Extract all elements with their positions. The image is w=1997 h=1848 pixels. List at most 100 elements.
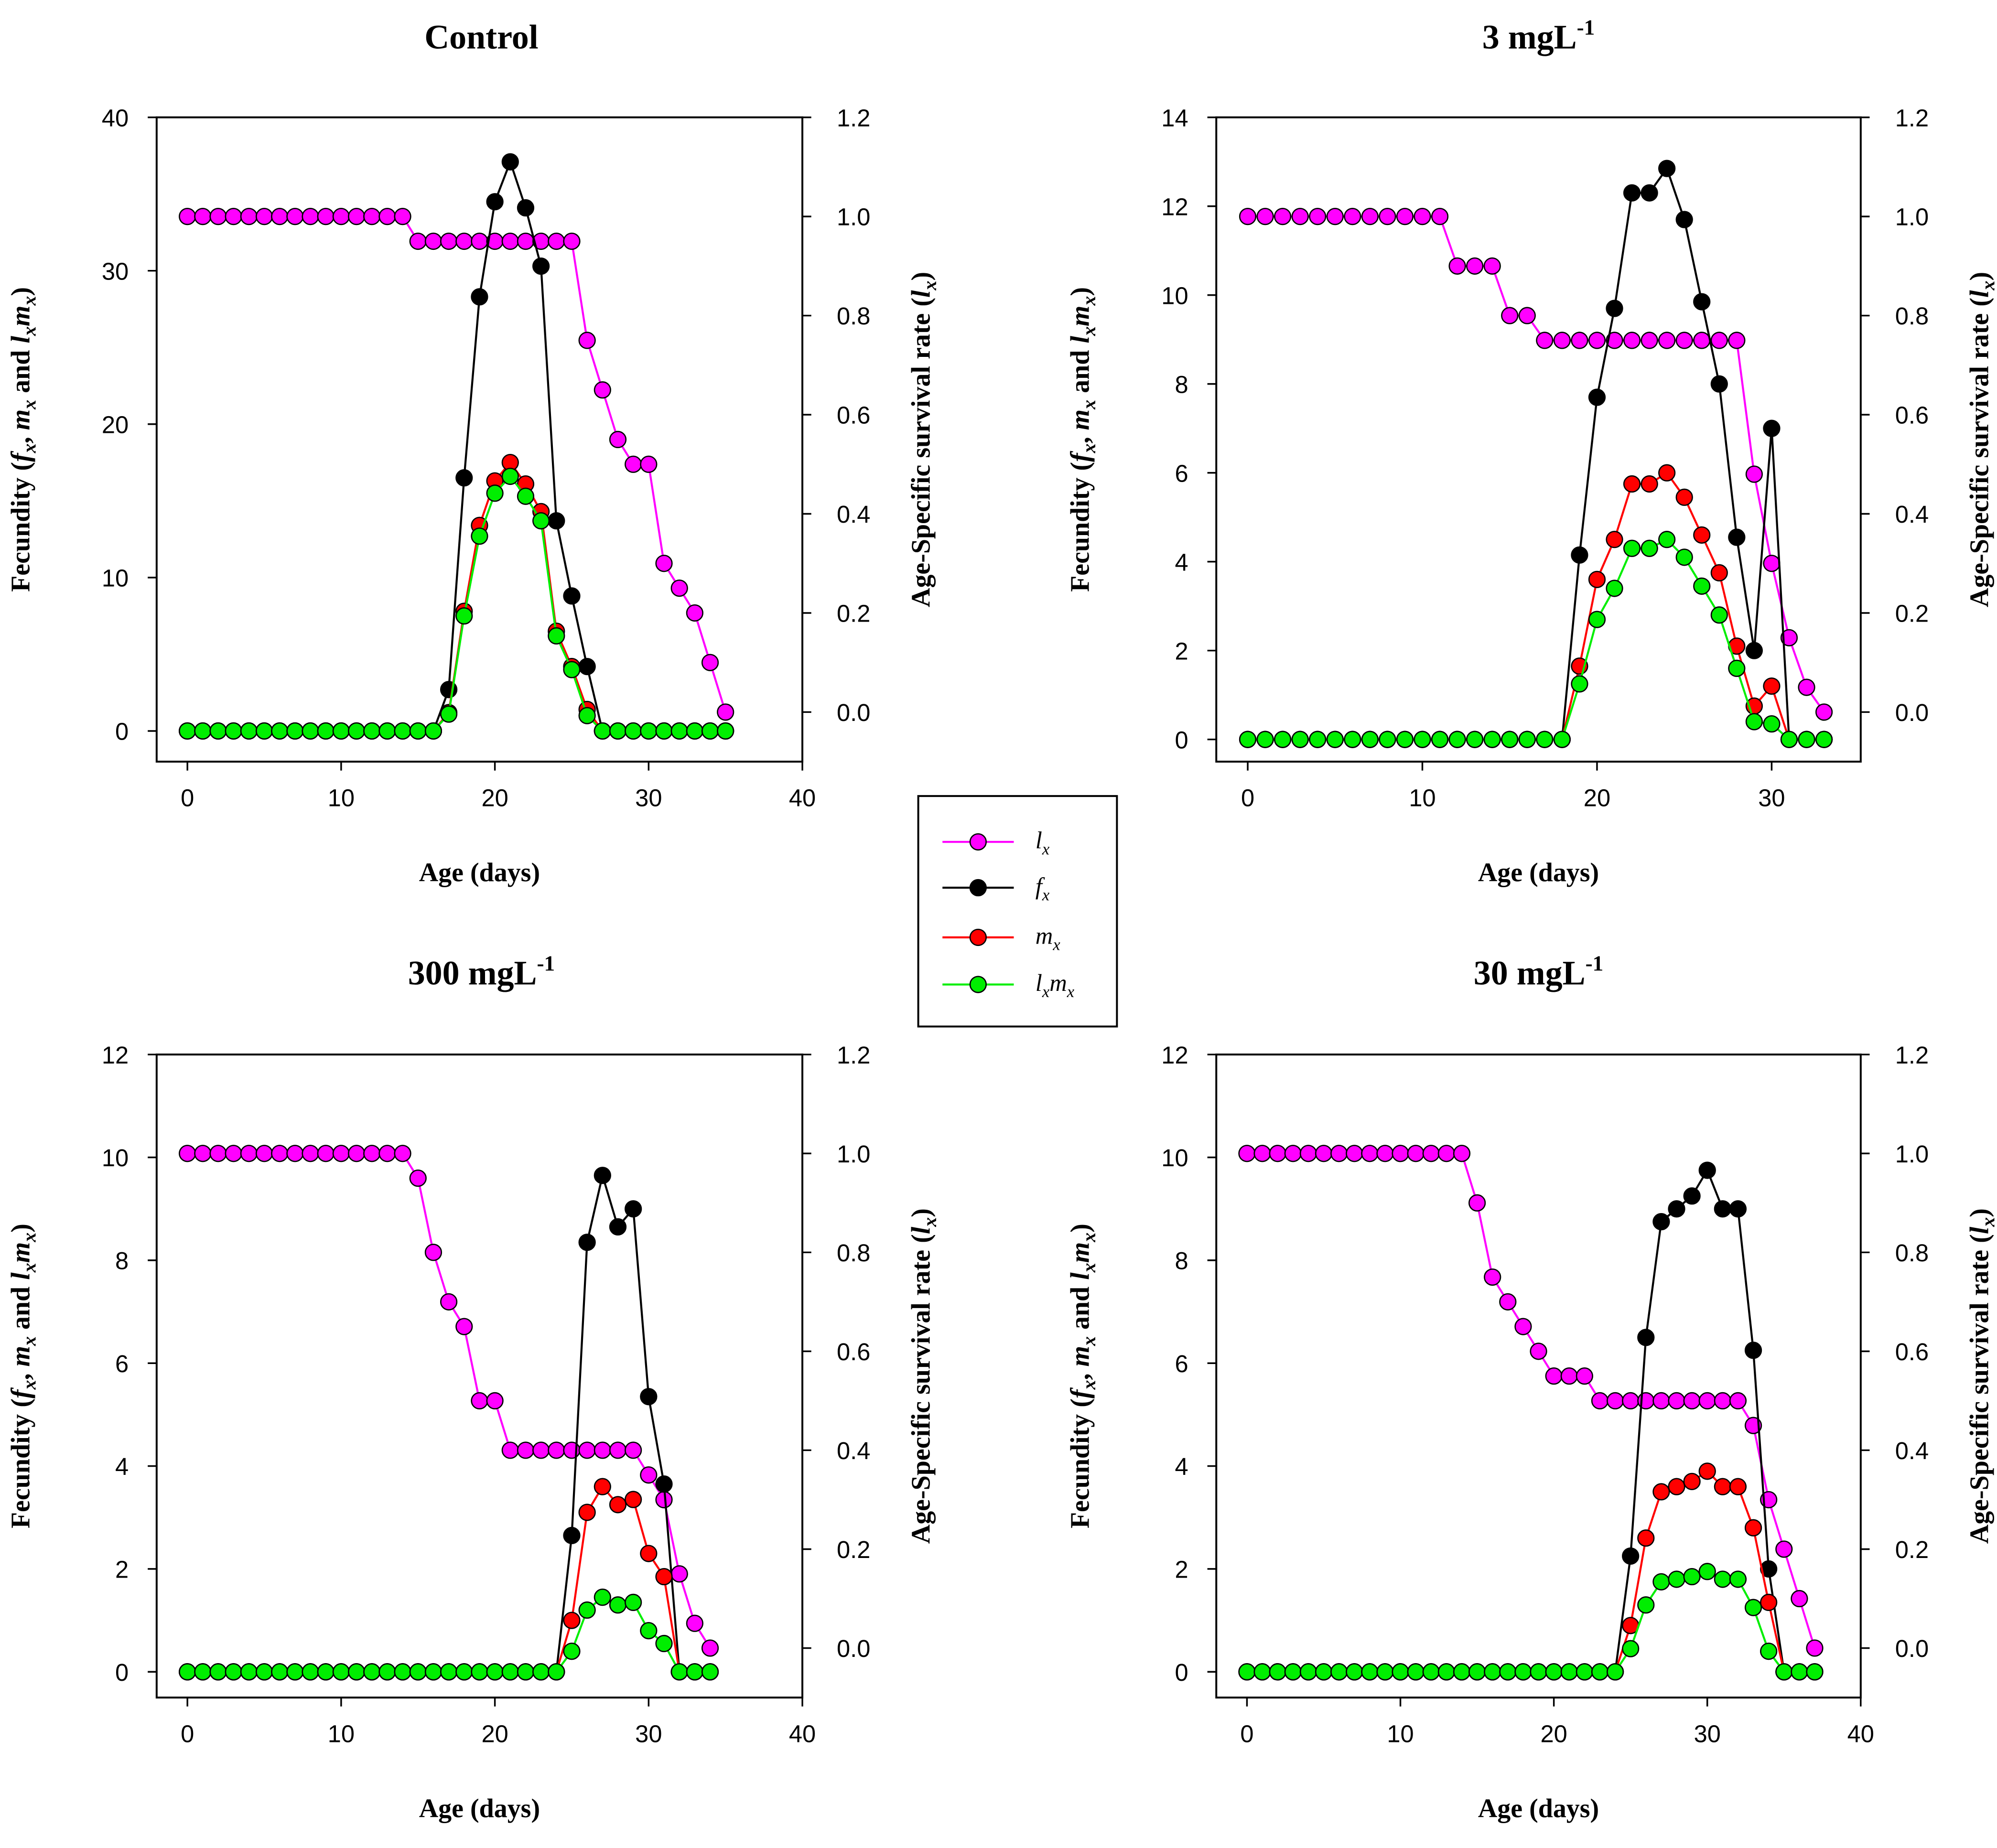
data-point-lx xyxy=(625,1441,642,1459)
x-tick-label: 20 xyxy=(1540,1720,1567,1747)
y-left-tick-label: 12 xyxy=(102,1042,129,1069)
text-span: x xyxy=(1042,886,1050,904)
series-mx xyxy=(1239,464,1833,748)
data-point-lx xyxy=(1693,332,1711,349)
data-point-lx xyxy=(640,1466,658,1484)
y-right-tick-label: 1.2 xyxy=(837,1042,870,1069)
data-point-lx xyxy=(255,1145,273,1162)
text-span: x xyxy=(19,326,40,336)
data-point-lxmx xyxy=(655,722,673,740)
data-point-lx xyxy=(179,1145,196,1162)
data-point-lx xyxy=(317,1145,335,1162)
data-point-lxmx xyxy=(1379,731,1396,748)
x-tick-label: 0 xyxy=(181,1720,194,1747)
data-point-lx xyxy=(471,1392,488,1410)
data-point-lxmx xyxy=(179,722,196,740)
y-right-tick-label: 0.2 xyxy=(837,600,870,627)
text-span: x xyxy=(19,1263,40,1273)
data-point-fx xyxy=(471,288,488,306)
data-point-mx xyxy=(1698,1462,1716,1480)
y-right-tick-label: 0.0 xyxy=(1895,1635,1929,1662)
text-span: x xyxy=(19,443,40,453)
series-line-mx xyxy=(187,1484,711,1673)
data-point-fx xyxy=(548,512,565,530)
data-point-mx xyxy=(655,1568,673,1586)
y-right-tick-label: 1.0 xyxy=(1895,204,1929,231)
data-point-lxmx xyxy=(1238,1663,1256,1681)
data-point-lx xyxy=(1346,1145,1363,1162)
x-axis-label: Age (days) xyxy=(1478,1794,1599,1824)
data-point-lx xyxy=(1571,332,1588,349)
series-lx xyxy=(179,1145,719,1657)
data-point-lx xyxy=(1530,1343,1547,1360)
legend-label: lx xyxy=(1036,827,1050,858)
data-point-lxmx xyxy=(286,1663,304,1681)
series-lxmx xyxy=(1239,531,1833,748)
text-span: mgL xyxy=(1508,954,1586,992)
data-point-lxmx xyxy=(409,722,427,740)
y-left-tick-label: 0 xyxy=(115,1659,129,1686)
data-point-lx xyxy=(1501,307,1519,324)
y-left-tick-label: 4 xyxy=(1175,548,1188,576)
data-point-lx xyxy=(286,1145,304,1162)
data-point-lxmx xyxy=(1623,539,1641,557)
data-point-fx xyxy=(1763,419,1781,437)
text-span: ) xyxy=(907,1208,936,1217)
y-left-tick-label: 6 xyxy=(1175,460,1188,487)
text-span: m xyxy=(6,1346,35,1367)
text-span: x xyxy=(1078,1263,1100,1273)
data-point-lxmx xyxy=(1414,731,1431,748)
data-point-lxmx xyxy=(1675,548,1693,566)
data-point-lx xyxy=(440,232,458,250)
data-point-lx xyxy=(1553,332,1571,349)
chart-panel-3: 30 mgL-1 0 10 20 30 40 0 2 4 6 8 10 12 0.0 0.2 0.4 0.6 0.… xyxy=(1066,951,1997,1823)
data-point-mx xyxy=(1623,475,1641,493)
data-point-lxmx xyxy=(1815,731,1833,748)
data-point-lx xyxy=(1623,332,1641,349)
data-point-lxmx xyxy=(655,1634,673,1653)
text-span: l xyxy=(6,1272,35,1280)
y-left-tick-label: 4 xyxy=(1175,1453,1188,1480)
data-point-lx xyxy=(1745,465,1763,483)
data-point-lxmx xyxy=(440,705,458,723)
data-point-lx xyxy=(225,1145,242,1162)
data-point-lx xyxy=(1326,207,1344,226)
data-point-lxmx xyxy=(1361,731,1379,748)
data-point-lxmx xyxy=(686,1663,703,1681)
data-point-lxmx xyxy=(1530,1663,1547,1681)
x-tick-label: 10 xyxy=(1409,784,1436,811)
data-point-lxmx xyxy=(1453,1663,1471,1681)
x-tick-label: 30 xyxy=(635,784,662,811)
y-right-tick-label: 0.8 xyxy=(1895,1239,1929,1267)
y-right-tick-label: 0.4 xyxy=(1895,1437,1929,1464)
data-point-mx xyxy=(1760,1593,1778,1612)
text-span: l xyxy=(1066,1272,1095,1280)
data-point-mx xyxy=(1588,570,1606,588)
data-point-lxmx xyxy=(255,1663,273,1681)
data-point-lxmx xyxy=(225,1663,242,1681)
text-span: Control xyxy=(424,18,538,56)
series-lx xyxy=(1239,207,1833,721)
text-span: , xyxy=(6,1367,35,1380)
text-span: x xyxy=(919,280,940,290)
data-point-lx xyxy=(1239,207,1257,226)
x-tick-label: 40 xyxy=(789,1720,816,1747)
data-point-lx xyxy=(440,1293,458,1311)
chart-title: 30 mgL-1 xyxy=(1474,951,1604,992)
text-span: l xyxy=(1965,290,1994,298)
data-point-lx xyxy=(347,207,366,226)
data-point-lx xyxy=(1658,332,1676,349)
data-point-lx xyxy=(424,232,443,250)
data-point-lx xyxy=(517,232,535,250)
y-left-tick-label: 40 xyxy=(102,104,129,131)
text-span: x xyxy=(19,1233,40,1243)
text-span: Age (days) xyxy=(419,1794,540,1824)
data-point-lx xyxy=(271,207,289,226)
text-span: m xyxy=(1049,969,1067,996)
data-point-lx xyxy=(1291,207,1309,226)
data-point-lx xyxy=(486,1392,504,1410)
text-span: l xyxy=(1036,827,1042,853)
text-span: l xyxy=(1066,336,1095,344)
